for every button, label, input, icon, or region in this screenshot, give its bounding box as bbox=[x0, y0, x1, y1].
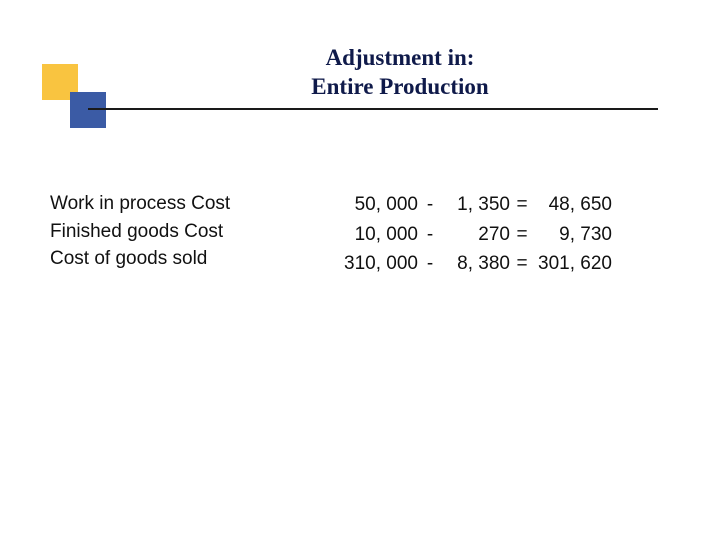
calc-result: 301, 620 bbox=[534, 249, 612, 279]
calc-row: 50, 000 - 1, 350 = 48, 650 bbox=[330, 190, 612, 220]
calc-a: 10, 000 bbox=[330, 220, 418, 250]
calculations-table: 50, 000 - 1, 350 = 48, 650 10, 000 - 270… bbox=[330, 190, 612, 279]
title-line-1: Adjustment in: bbox=[220, 44, 580, 73]
calc-result: 9, 730 bbox=[534, 220, 612, 250]
labels-column: Work in process Cost Finished goods Cost… bbox=[50, 190, 310, 279]
label-wip-cost: Work in process Cost bbox=[50, 190, 310, 218]
label-finished-goods-cost: Finished goods Cost bbox=[50, 218, 310, 246]
title-line-2: Entire Production bbox=[220, 73, 580, 102]
calc-equals: = bbox=[510, 249, 534, 279]
decor-blue-square bbox=[70, 92, 106, 128]
calc-equals: = bbox=[510, 220, 534, 250]
calc-equals: = bbox=[510, 190, 534, 220]
calc-minus: - bbox=[418, 220, 442, 250]
calc-a: 50, 000 bbox=[330, 190, 418, 220]
label-cogs: Cost of goods sold bbox=[50, 245, 310, 273]
calc-b: 8, 380 bbox=[442, 249, 510, 279]
calc-minus: - bbox=[418, 249, 442, 279]
slide-title: Adjustment in: Entire Production bbox=[220, 44, 580, 102]
calc-result: 48, 650 bbox=[534, 190, 612, 220]
calc-b: 1, 350 bbox=[442, 190, 510, 220]
calc-a: 310, 000 bbox=[330, 249, 418, 279]
content-row: Work in process Cost Finished goods Cost… bbox=[50, 190, 690, 279]
calculations-column: 50, 000 - 1, 350 = 48, 650 10, 000 - 270… bbox=[310, 190, 690, 279]
calc-b: 270 bbox=[442, 220, 510, 250]
calc-row: 10, 000 - 270 = 9, 730 bbox=[330, 220, 612, 250]
calc-row: 310, 000 - 8, 380 = 301, 620 bbox=[330, 249, 612, 279]
calc-minus: - bbox=[418, 190, 442, 220]
horizontal-rule bbox=[88, 108, 658, 110]
